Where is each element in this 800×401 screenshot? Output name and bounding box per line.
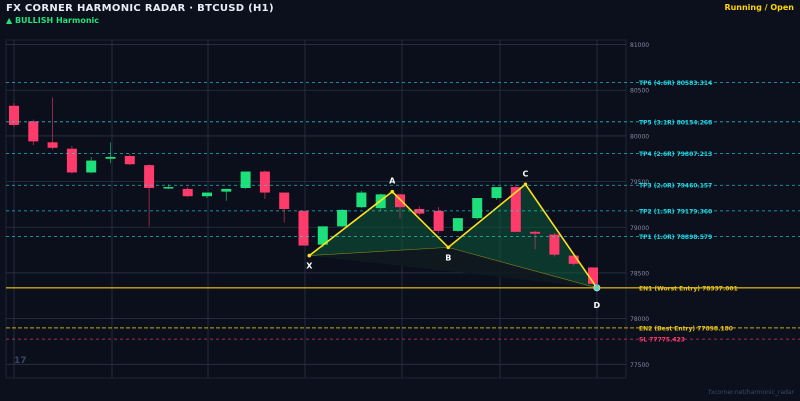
- y-tick-label: 79000: [630, 225, 649, 232]
- pattern-label-d: D: [594, 301, 601, 310]
- chart-title: FX CORNER HARMONIC RADAR · BTCUSD (H1): [6, 3, 274, 14]
- y-tick-label: 81000: [630, 42, 649, 49]
- candle-body: [182, 188, 193, 197]
- pattern-leg-XA: [308, 191, 393, 257]
- candle-body: [9, 105, 19, 125]
- candle-body: [491, 187, 502, 199]
- pattern-label-b: B: [445, 253, 451, 262]
- candle-body: [510, 187, 521, 232]
- candle-body: [356, 192, 367, 208]
- candle-body: [452, 218, 463, 231]
- candle-body: [202, 192, 212, 197]
- pattern-label-x: X: [306, 262, 313, 271]
- pattern-shadow: [309, 247, 597, 288]
- pattern-direction-label: ▲ BULLISH Harmonic: [6, 16, 99, 25]
- pattern-leg-CD: [524, 183, 598, 289]
- pattern-diagonal-bd: [448, 247, 597, 289]
- candle-body: [28, 121, 39, 142]
- level-label: EN2 (Best Entry) 77898.180: [639, 325, 733, 332]
- candle-body: [433, 210, 444, 231]
- pattern-fill-xab: [309, 191, 449, 256]
- candle-body: [66, 148, 77, 173]
- y-tick-label: 80500: [630, 88, 649, 95]
- candle-body: [530, 231, 541, 234]
- pattern-label-c: C: [523, 169, 529, 178]
- candle-body: [414, 209, 425, 214]
- level-label: TP3 (2.0R) 79460.157: [639, 183, 712, 190]
- candle-body: [163, 187, 174, 189]
- level-label: TP4 (2.6R) 79807.213: [639, 151, 712, 158]
- pattern-diagonal-xb: [309, 247, 449, 256]
- level-label: TP5 (3.1R) 80154.268: [639, 119, 712, 126]
- candle-body: [395, 194, 405, 208]
- y-tick-label: 78000: [630, 316, 649, 323]
- y-tick-label: 78500: [630, 270, 649, 277]
- candle-body: [472, 198, 483, 219]
- candle-body: [568, 255, 579, 264]
- candle-body: [298, 210, 309, 246]
- level-label: TP2 (1.5R) 79179.360: [639, 208, 712, 215]
- candle-body: [549, 234, 560, 255]
- corner-badge: 17: [14, 356, 27, 366]
- candle-body: [279, 192, 290, 209]
- candle-body: [124, 156, 135, 165]
- pattern-point-a: [390, 189, 395, 194]
- watermark: fxcorner.net/harmonic_radar: [708, 389, 794, 396]
- pattern-point-b: [446, 245, 451, 250]
- pattern-label-a: A: [389, 177, 396, 186]
- pattern-leg-AB: [391, 191, 449, 248]
- level-label: TP6 (4.6R) 80583.314: [639, 80, 712, 87]
- candle-body: [144, 165, 155, 188]
- y-tick-label: 77500: [630, 362, 649, 369]
- level-label: TP1 (1.0R) 78898.579: [639, 234, 712, 241]
- pattern-fill-bcd: [448, 184, 597, 288]
- chart-header: FX CORNER HARMONIC RADAR · BTCUSD (H1) R…: [0, 0, 800, 32]
- candle-body: [105, 156, 116, 159]
- candle-body: [240, 171, 251, 188]
- candle-body: [259, 171, 270, 193]
- y-tick-label: 79500: [630, 179, 649, 186]
- candle-body: [86, 160, 97, 173]
- pattern-point-x: [307, 253, 312, 258]
- candle-body: [47, 142, 58, 148]
- candle-body: [588, 267, 598, 284]
- candle-body: [337, 209, 348, 227]
- candle-body: [221, 188, 232, 192]
- level-label: EN1 (Worst Entry) 78337.001: [639, 285, 738, 292]
- status-label: Running / Open: [724, 3, 794, 12]
- candle-body: [317, 226, 328, 245]
- y-tick-label: 80000: [630, 133, 649, 140]
- pattern-leg-BC: [447, 183, 526, 248]
- level-label: SL 77775.423: [639, 337, 685, 344]
